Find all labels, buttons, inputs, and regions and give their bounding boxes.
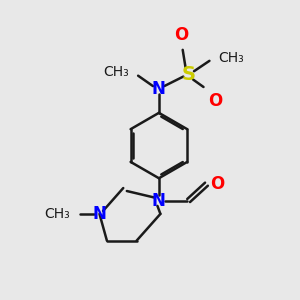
Text: CH₃: CH₃ xyxy=(218,51,244,65)
Text: N: N xyxy=(92,205,106,223)
Text: CH₃: CH₃ xyxy=(103,65,129,79)
Text: N: N xyxy=(152,80,166,98)
Text: N: N xyxy=(152,191,166,209)
Text: O: O xyxy=(208,92,222,110)
Text: CH₃: CH₃ xyxy=(44,207,70,221)
Text: S: S xyxy=(182,65,196,84)
Text: O: O xyxy=(210,175,224,193)
Text: O: O xyxy=(174,26,188,44)
